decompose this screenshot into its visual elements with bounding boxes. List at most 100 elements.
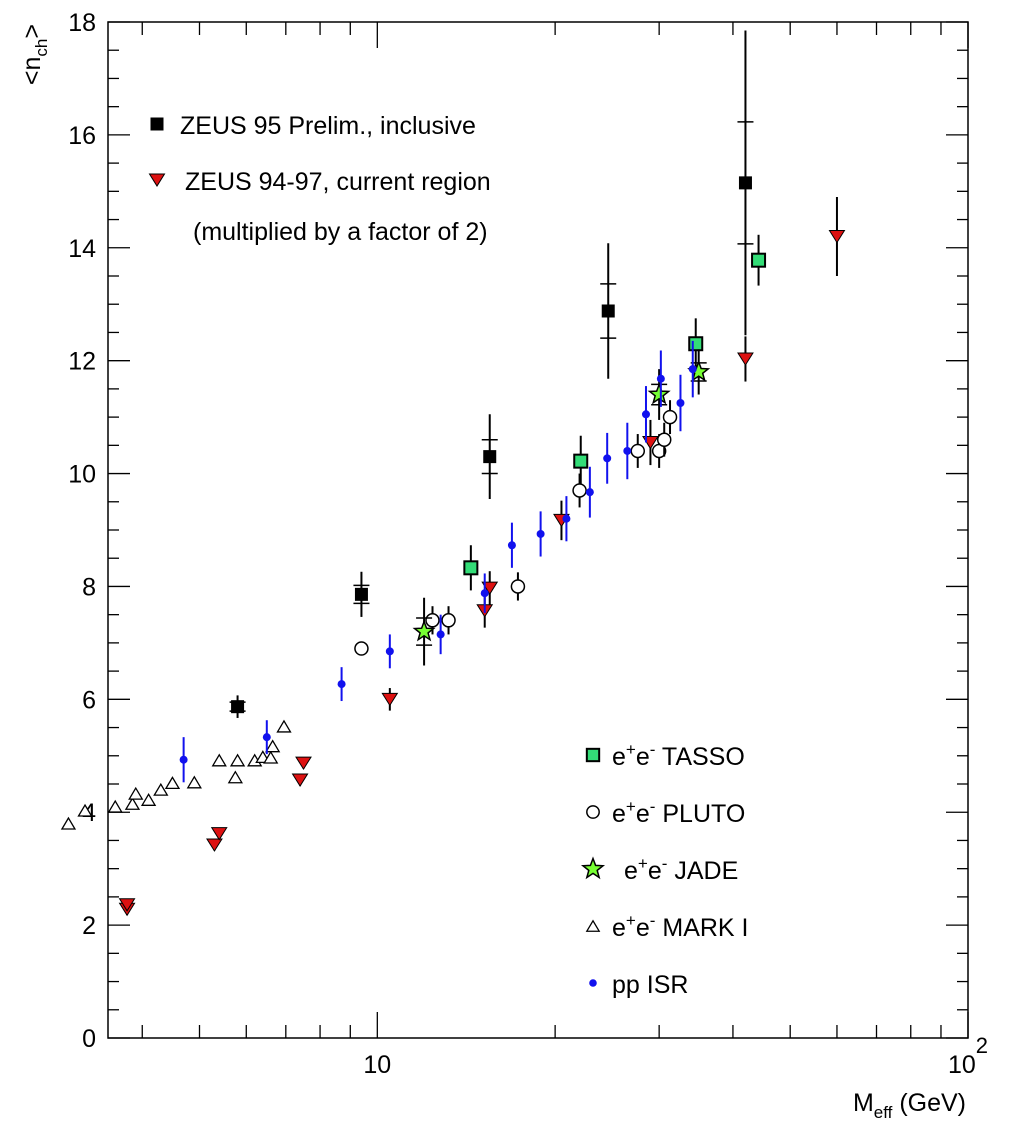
y-tick-label: 6 <box>82 686 96 714</box>
data-point <box>572 473 587 508</box>
marker-open-circle <box>630 443 646 459</box>
data-point <box>623 422 632 480</box>
x-tick-label: 102 <box>948 1033 988 1079</box>
marker-filled-circle <box>641 410 650 419</box>
data-point <box>262 720 271 755</box>
marker-open-triangle <box>60 816 77 830</box>
marker-open-circle <box>656 432 672 447</box>
legend-entry: ZEUS 94-97, current region (multiplied by… <box>148 168 491 246</box>
marker-open-square <box>585 747 601 763</box>
marker-filled-circle <box>507 541 516 550</box>
data-point <box>227 770 243 784</box>
marker-filled-square <box>231 700 245 714</box>
legend-label-line2: (multiplied by a factor of 2) <box>193 218 488 246</box>
data-point <box>291 773 309 787</box>
data-point <box>124 796 141 810</box>
y-tick-label: 10 <box>68 461 96 489</box>
legend-label: e+e- PLUTO <box>612 797 745 828</box>
data-point <box>263 750 279 764</box>
marker-open-triangle <box>124 796 141 810</box>
data-point <box>656 350 665 407</box>
data-point <box>688 340 697 398</box>
data-point <box>463 545 479 591</box>
data-point <box>77 803 93 817</box>
data-point <box>60 816 77 830</box>
data-point <box>481 414 498 499</box>
data-point <box>140 793 157 806</box>
y-tick-label: 0 <box>82 1025 96 1053</box>
marker-filled-circle <box>480 589 489 598</box>
series-5 <box>60 719 292 830</box>
data-point <box>662 400 678 435</box>
marker-filled-circle <box>562 514 571 523</box>
data-point <box>425 606 440 635</box>
data-point <box>600 243 617 379</box>
marker-open-circle <box>354 641 369 656</box>
marker-open-triangle <box>263 750 279 764</box>
data-point <box>641 386 650 443</box>
marker-filled-circle <box>688 365 697 374</box>
data-point <box>265 739 281 753</box>
marker-filled-circle <box>585 488 594 497</box>
marker-star <box>580 856 606 880</box>
marker-open-circle <box>662 409 678 425</box>
y-tick-label: 14 <box>68 235 96 263</box>
data-point <box>186 775 202 789</box>
marker-open-triangle <box>140 793 157 806</box>
data-point <box>688 318 704 370</box>
legend-label: ZEUS 95 Prelim., inclusive <box>180 112 476 140</box>
marker-filled-circle <box>656 374 665 383</box>
data-point <box>480 573 489 613</box>
legend-label: e+e- TASSO <box>612 740 745 771</box>
marker-down-triangle <box>381 692 399 707</box>
data-point <box>337 667 346 702</box>
marker-open-circle <box>510 579 526 594</box>
y-tick-label: 2 <box>82 912 96 940</box>
data-point <box>164 776 181 790</box>
data-point <box>737 336 754 382</box>
legend-label: e+e- MARK I <box>612 911 749 942</box>
marker-open-circle <box>441 613 456 628</box>
data-point <box>412 597 436 666</box>
legend-entry: pp ISR <box>589 971 688 999</box>
marker-filled-square <box>150 117 164 131</box>
y-tick-label: 12 <box>68 348 96 376</box>
marker-open-triangle <box>585 919 601 932</box>
marker-down-triangle <box>118 898 136 912</box>
data-point <box>210 827 228 841</box>
marker-filled-circle <box>179 755 188 764</box>
data-point <box>118 898 136 912</box>
legend-label: pp ISR <box>612 971 688 999</box>
data-point <box>603 432 612 484</box>
y-axis-label: <nch> <box>18 24 51 85</box>
data-point <box>354 641 369 656</box>
marker-open-triangle <box>211 753 227 767</box>
data-point <box>229 753 246 767</box>
data-point <box>676 374 685 432</box>
data-point <box>381 688 399 711</box>
marker-open-triangle <box>153 782 169 796</box>
series-2 <box>463 234 767 591</box>
data-point <box>153 782 169 796</box>
data-point <box>536 511 545 557</box>
legend-label: e+e- JADE <box>624 854 738 885</box>
data-point <box>128 786 144 800</box>
marker-filled-square <box>354 587 368 601</box>
legend-entry: e+e- TASSO <box>585 740 745 771</box>
data-point <box>585 466 594 518</box>
marker-open-circle <box>586 805 600 819</box>
marker-open-triangle <box>227 770 243 784</box>
data-point <box>179 737 188 783</box>
marker-open-triangle <box>276 719 292 733</box>
marker-open-triangle <box>107 799 123 813</box>
legend-entry: ZEUS 95 Prelim., inclusive <box>150 112 476 140</box>
data-point <box>573 435 589 487</box>
marker-open-circle <box>572 483 587 498</box>
marker-filled-circle <box>589 979 597 987</box>
legend-entry: e+e- MARK I <box>585 911 749 942</box>
marker-open-triangle <box>164 776 181 790</box>
data-point <box>737 30 754 336</box>
data-point <box>630 434 646 468</box>
marker-down-triangle <box>481 581 499 596</box>
